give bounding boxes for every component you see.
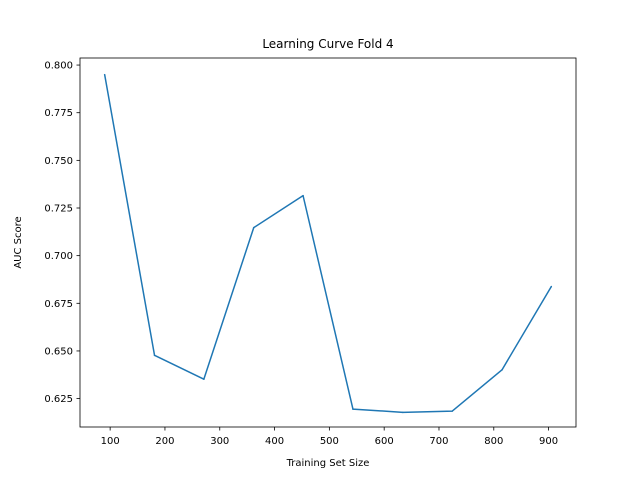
y-tick-label: 0.700 — [44, 251, 73, 262]
x-tick-label: 400 — [265, 436, 284, 447]
x-tick-label: 800 — [484, 436, 503, 447]
data-point — [103, 73, 106, 76]
data-point — [402, 411, 404, 414]
series-line — [103, 74, 552, 414]
data-point — [153, 354, 156, 357]
y-axis-label: AUC Score — [13, 216, 24, 268]
y-tick-label: 0.625 — [44, 394, 73, 405]
x-tick-label: 900 — [539, 436, 558, 447]
y-tick-label: 0.800 — [44, 61, 73, 72]
x-tick-label: 600 — [375, 436, 394, 447]
y-tick-label: 0.650 — [44, 346, 73, 357]
x-tick-label: 300 — [210, 436, 229, 447]
data-point — [352, 408, 354, 410]
data-point — [252, 226, 255, 229]
y-tick-label: 0.725 — [44, 204, 73, 215]
y-tick-label: 0.775 — [44, 108, 73, 119]
x-axis-label: Training Set Size — [286, 458, 370, 469]
chart-title: Learning Curve Fold 4 — [262, 37, 393, 51]
data-point — [501, 369, 503, 371]
y-tick-label: 0.675 — [44, 299, 73, 310]
x-tick-label: 700 — [429, 436, 448, 447]
x-tick-label: 100 — [101, 436, 120, 447]
data-point — [203, 378, 205, 380]
data-point — [550, 285, 553, 288]
data-point — [302, 194, 304, 197]
plot-frame — [79, 57, 577, 428]
y-tick-label: 0.750 — [44, 156, 73, 167]
data-point — [451, 410, 453, 412]
x-tick-label: 200 — [155, 436, 174, 447]
x-tick-label: 500 — [320, 436, 339, 447]
